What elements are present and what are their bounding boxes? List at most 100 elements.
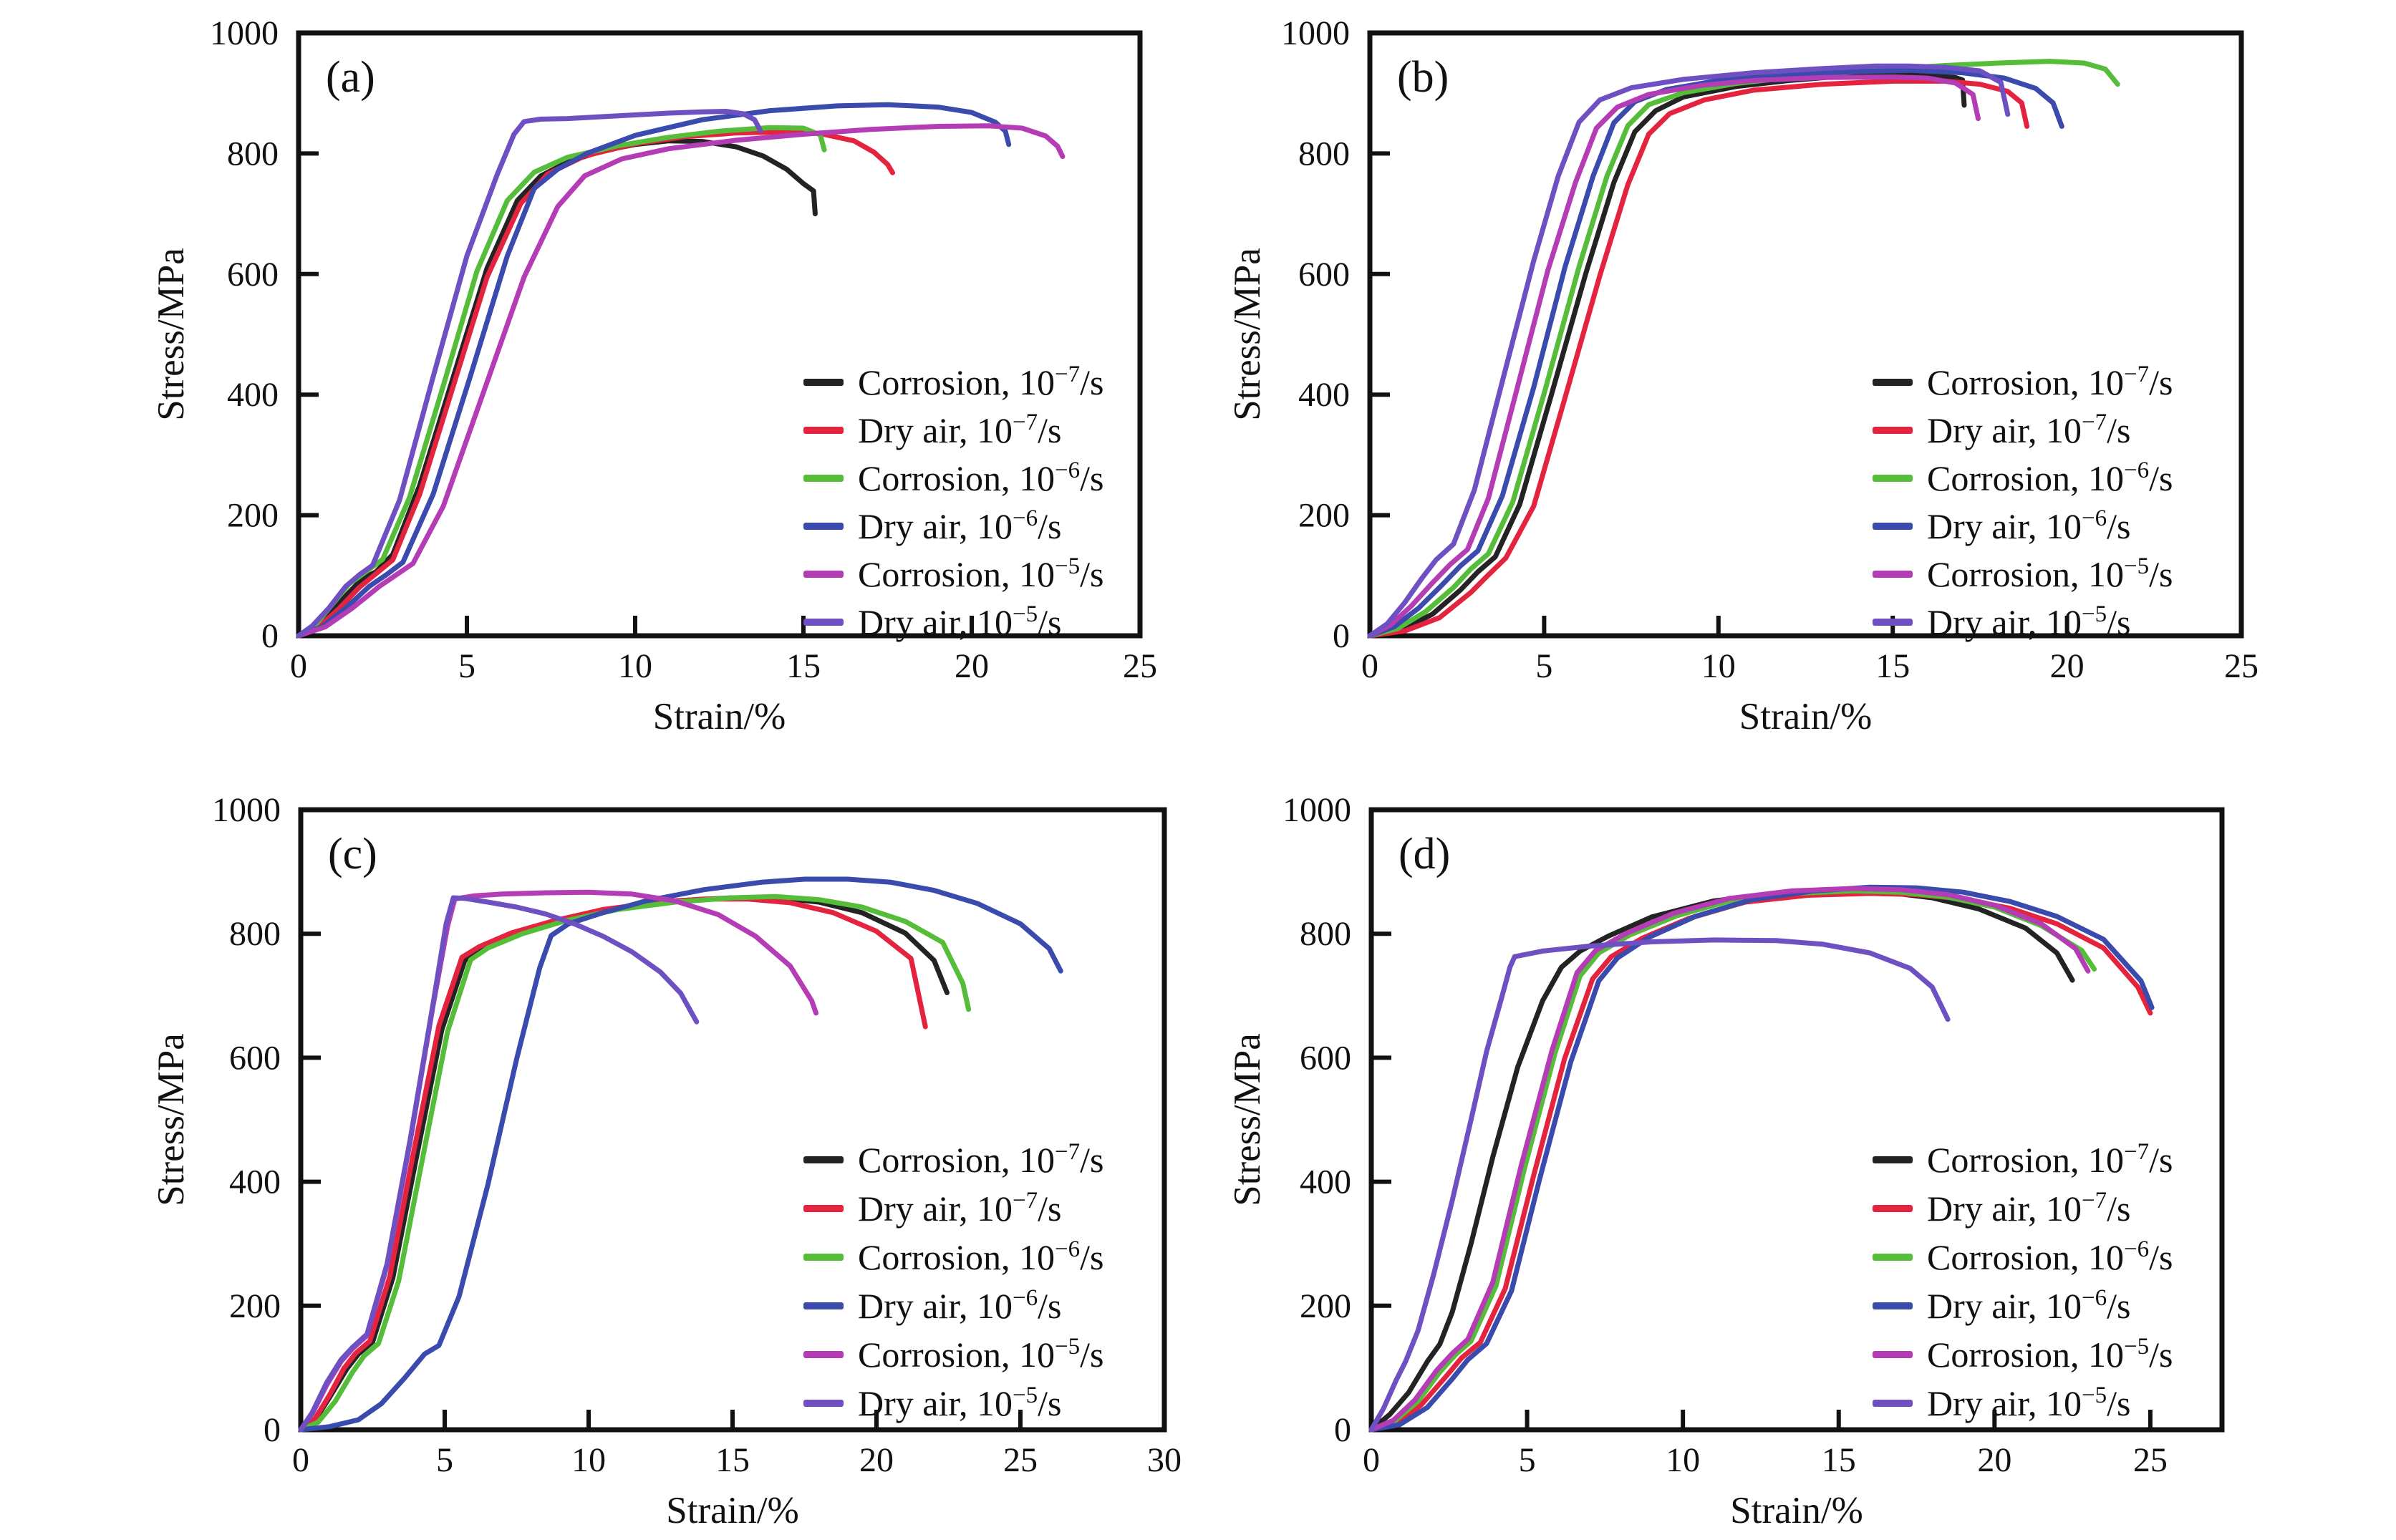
series-d-1 [1368,888,2075,1433]
x-tick-label: 5 [1535,647,1552,685]
y-tick-label: 0 [1334,1411,1351,1449]
legend-swatch [803,1351,844,1358]
y-tick-label: 200 [227,497,279,535]
legend-b: Corrosion, 10−7/s Dry air, 10−7/s Corrosio… [1873,362,2173,642]
x-tick-label: 20 [2050,647,2085,685]
x-tick-label: 0 [1363,1441,1380,1479]
legend-swatch [803,619,844,626]
y-axis-title: Stress/MPa [150,248,192,420]
legend-label: Corrosion, 10−7/s [858,1139,1103,1180]
series-b-4 [1367,67,2064,639]
y-tick-label: 0 [1333,617,1350,655]
x-tick-label: 5 [436,1441,453,1479]
panel-letter-c: (c) [328,830,377,878]
x-tick-label: 15 [1822,1441,1856,1479]
curves-b [1367,59,2120,639]
panel-b-chart: 0 5 10 15 20 25 0 200 400 600 800 1000 Strain/% Stres… [1227,14,2259,737]
legend-label: Corrosion, 10−6/s [1927,1236,2173,1277]
legend-swatch [803,1254,844,1261]
legend-label: Corrosion, 10−5/s [858,553,1103,594]
legend-label: Corrosion, 10−6/s [858,1236,1103,1277]
series-b-5 [1367,74,1981,639]
legend-label: Corrosion, 10−5/s [1927,553,2173,594]
x-axis-title: Strain/% [1739,696,1872,737]
series-d-6 [1368,937,1951,1433]
x-tick-label: 5 [1519,1441,1536,1479]
y-tick-label: 1000 [212,791,281,829]
legend-label: Dry air, 10−5/s [858,601,1061,642]
series-a-4 [296,102,1012,639]
series-c-6 [298,895,700,1433]
legend-swatch [1873,1156,1913,1163]
y-tick-label: 600 [229,1039,281,1077]
legend-label: Dry air, 10−6/s [1927,1285,2130,1326]
x-tick-label: 20 [1977,1441,2011,1479]
legend-a: Corrosion, 10−7/s Dry air, 10−7/s Corrosio… [803,362,1103,642]
x-axis-title: Strain/% [1730,1490,1863,1531]
y-tick-label: 400 [229,1163,281,1201]
y-tick-label: 400 [1298,376,1350,414]
x-tick-label: 30 [1147,1441,1182,1479]
y-axis-title: Stress/MPa [150,1033,192,1206]
x-tick-label: 10 [1666,1441,1700,1479]
series-d-4 [1368,884,2155,1433]
y-tick-label: 400 [227,376,279,414]
y-tick-label: 200 [1300,1287,1351,1325]
legend-swatch [1873,427,1913,434]
y-tick-label: 400 [1300,1163,1351,1201]
series-c-1 [298,895,950,1433]
series-a-5 [296,123,1066,639]
legend-label: Dry air, 10−6/s [858,505,1061,546]
series-d-2 [1368,891,2153,1433]
y-tick-label: 1000 [210,14,279,52]
panel-letter-b: (b) [1397,53,1449,102]
legend-label: Dry air, 10−6/s [1927,505,2130,546]
x-axis-title: Strain/% [653,696,786,737]
x-tick-label: 15 [1875,647,1910,685]
legend-swatch [803,427,844,434]
legend-swatch [1873,379,1913,386]
legend-label: Corrosion, 10−7/s [1927,362,2173,402]
x-tick-label: 10 [618,647,652,685]
legend-swatch [803,1205,844,1212]
series-b-2 [1367,78,2030,639]
legend-label: Dry air, 10−6/s [858,1285,1061,1326]
series-a-2 [296,129,895,639]
series-b-1 [1367,72,1967,639]
legend-label: Dry air, 10−7/s [858,1188,1061,1229]
x-tick-label: 20 [955,647,989,685]
x-tick-label: 15 [786,647,821,685]
legend-label: Corrosion, 10−7/s [1927,1139,2173,1180]
x-axis-c: 0 5 10 15 20 25 30 [292,1410,1182,1479]
series-c-3 [298,894,972,1433]
legend-swatch [1873,571,1913,578]
legend-label: Corrosion, 10−7/s [858,362,1103,402]
legend-d: Corrosion, 10−7/s Dry air, 10−7/s Corrosio… [1873,1139,2173,1423]
y-tick-label: 600 [227,256,279,294]
series-a-6 [296,109,763,639]
plot-frame-d [1368,807,2225,1433]
plot-frame-b [1367,30,2244,639]
x-axis-title: Strain/% [666,1490,798,1531]
legend-swatch [803,475,844,482]
y-axis-c: 0 200 400 600 800 1000 [212,791,321,1449]
legend-swatch [803,523,844,530]
y-tick-label: 0 [261,617,279,655]
legend-swatch [803,1156,844,1163]
y-axis-b: 0 200 400 600 800 1000 [1281,14,1390,655]
series-a-1 [296,138,818,639]
legend-label: Dry air, 10−5/s [1927,601,2130,642]
series-c-2 [298,896,928,1433]
legend-label: Dry air, 10−7/s [858,410,1061,450]
x-tick-label: 0 [290,647,307,685]
x-tick-label: 15 [715,1441,750,1479]
legend-label: Dry air, 10−5/s [858,1382,1061,1423]
legend-label: Dry air, 10−7/s [1927,410,2130,450]
x-tick-label: 10 [571,1441,606,1479]
series-b-3 [1367,59,2120,639]
plot-frame-a [296,30,1143,639]
legend-swatch [803,1400,844,1407]
legend-swatch [1873,1400,1913,1407]
legend-swatch [1873,1302,1913,1309]
